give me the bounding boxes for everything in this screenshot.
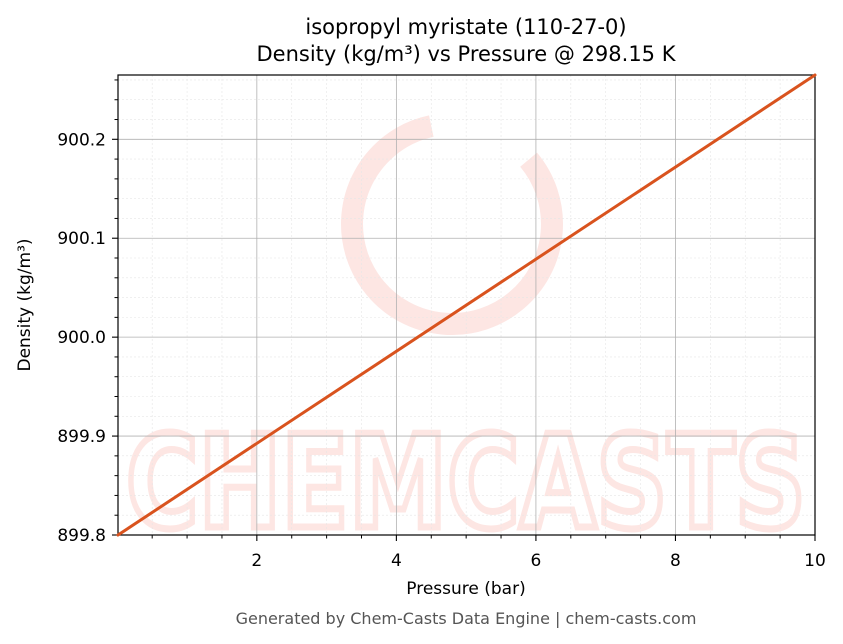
series-layer (116, 73, 817, 537)
x-tick-label: 10 (804, 551, 826, 571)
y-tick-label: 900.0 (57, 328, 106, 348)
axis-ticks: 2 4 6 8 10 899.8 899.9 900.0 900.1 900.2 (57, 79, 826, 571)
x-tick-label: 6 (531, 551, 542, 571)
chart-subtitle: Density (kg/m³) vs Pressure @ 298.15 K (256, 42, 676, 66)
x-tick-label: 2 (251, 551, 262, 571)
y-tick-label: 899.9 (57, 427, 106, 447)
x-axis-label: Pressure (bar) (406, 579, 525, 599)
chart-title: isopropyl myristate (110-27-0) (305, 15, 626, 39)
x-tick-label: 8 (670, 551, 681, 571)
series-line (116, 73, 817, 537)
footer-credit: Generated by Chem-Casts Data Engine | ch… (236, 609, 697, 628)
y-axis-label: Density (kg/m³) (15, 238, 35, 371)
x-tick-label: 4 (391, 551, 402, 571)
y-tick-label: 899.8 (57, 526, 106, 546)
y-tick-label: 900.1 (57, 229, 106, 249)
y-tick-label: 900.2 (57, 130, 106, 150)
